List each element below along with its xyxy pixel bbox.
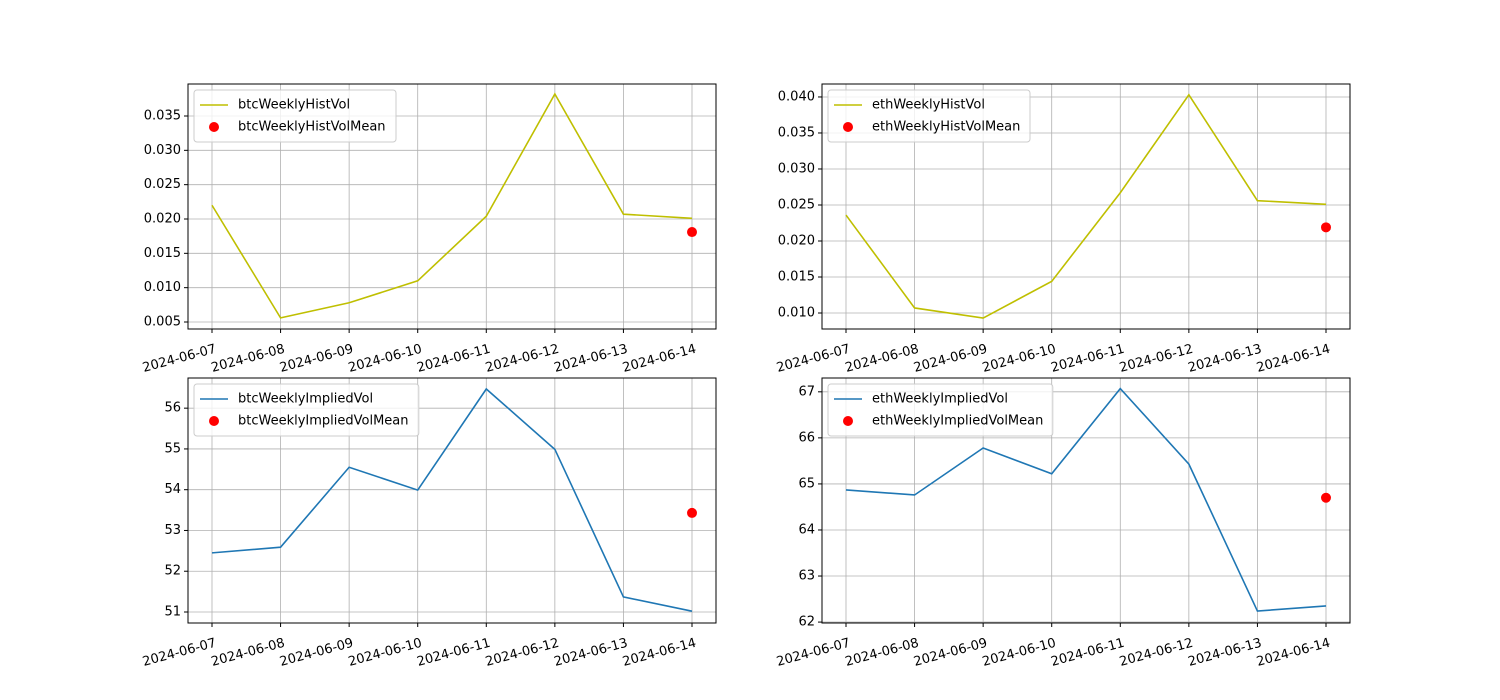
x-tick-label: 2024-06-07 xyxy=(775,636,852,670)
legend-marker xyxy=(209,122,219,132)
y-tick-label: 54 xyxy=(164,482,181,497)
plot-frame xyxy=(821,83,1351,330)
y-tick-label: 63 xyxy=(798,569,815,584)
x-tick-label: 2024-06-08 xyxy=(844,342,921,376)
y-tick-label: 51 xyxy=(164,604,181,619)
y-tick-label: 0.030 xyxy=(144,143,181,158)
x-tick-label: 2024-06-14 xyxy=(1255,342,1332,376)
x-tick-label: 2024-06-13 xyxy=(552,636,629,670)
legend-box xyxy=(827,89,1031,143)
x-tick-label: 2024-06-12 xyxy=(484,342,561,376)
x-tick-label: 2024-06-09 xyxy=(278,636,355,670)
y-tick-label: 0.025 xyxy=(778,197,815,212)
y-tick-label: 0.035 xyxy=(144,108,181,123)
x-tick-label: 2024-06-13 xyxy=(1186,342,1263,376)
mean-point xyxy=(1321,492,1331,503)
x-tick-label: 2024-06-10 xyxy=(347,342,424,376)
y-tick-label: 0.030 xyxy=(778,161,815,176)
plot-frame xyxy=(187,83,717,330)
y-tick-label: 0.025 xyxy=(144,177,181,192)
y-tick-label: 0.040 xyxy=(778,89,815,104)
x-tick-label: 2024-06-08 xyxy=(210,342,287,376)
x-tick-label: 2024-06-14 xyxy=(1255,636,1332,670)
x-tick-label: 2024-06-10 xyxy=(981,636,1058,670)
x-tick-label: 2024-06-09 xyxy=(912,636,989,670)
x-tick-label: 2024-06-14 xyxy=(621,636,698,670)
x-tick-label: 2024-06-11 xyxy=(1049,636,1126,670)
y-tick-label: 62 xyxy=(798,615,815,630)
plot-frame xyxy=(187,377,717,624)
legend-label: ethWeeklyImpliedVol xyxy=(872,392,1008,407)
x-tick-label: 2024-06-13 xyxy=(1186,636,1263,670)
legend-marker xyxy=(843,416,853,426)
y-tick-label: 65 xyxy=(798,476,815,491)
legend-marker xyxy=(209,416,219,426)
y-tick-label: 55 xyxy=(164,441,181,456)
legend-label: btcWeeklyImpliedVol xyxy=(238,392,373,407)
x-tick-label: 2024-06-07 xyxy=(775,342,852,376)
legend-marker xyxy=(843,122,853,132)
y-tick-label: 64 xyxy=(798,522,815,537)
y-tick-label: 52 xyxy=(164,564,181,579)
x-tick-label: 2024-06-08 xyxy=(844,636,921,670)
x-tick-label: 2024-06-07 xyxy=(141,636,218,670)
x-tick-label: 2024-06-12 xyxy=(1118,342,1195,376)
y-tick-label: 0.005 xyxy=(144,314,181,329)
y-tick-label: 0.020 xyxy=(144,211,181,226)
legend-box xyxy=(193,89,397,143)
legend-label: ethWeeklyHistVolMean xyxy=(872,120,1020,135)
x-tick-label: 2024-06-11 xyxy=(1049,342,1126,376)
subplot: 2024-06-072024-06-082024-06-092024-06-10… xyxy=(141,83,717,376)
x-tick-label: 2024-06-10 xyxy=(347,636,424,670)
x-tick-label: 2024-06-11 xyxy=(415,636,492,670)
x-tick-label: 2024-06-07 xyxy=(141,342,218,376)
y-tick-label: 66 xyxy=(798,430,815,445)
x-tick-label: 2024-06-09 xyxy=(912,342,989,376)
legend-box xyxy=(193,383,420,437)
y-tick-label: 67 xyxy=(798,384,815,399)
legend-label: ethWeeklyImpliedVolMean xyxy=(872,414,1043,429)
x-tick-label: 2024-06-12 xyxy=(484,636,561,670)
x-tick-label: 2024-06-11 xyxy=(415,342,492,376)
y-tick-label: 0.015 xyxy=(778,270,815,285)
x-tick-label: 2024-06-08 xyxy=(210,636,287,670)
legend-label: btcWeeklyHistVol xyxy=(238,98,350,113)
legend-box xyxy=(827,383,1054,437)
x-tick-label: 2024-06-10 xyxy=(981,342,1058,376)
y-tick-label: 0.010 xyxy=(778,306,815,321)
mean-point xyxy=(687,507,697,518)
x-tick-label: 2024-06-14 xyxy=(621,342,698,376)
mean-point xyxy=(1321,222,1331,233)
x-tick-label: 2024-06-09 xyxy=(278,342,355,376)
subplot: 2024-06-072024-06-082024-06-092024-06-10… xyxy=(775,83,1351,376)
series-line xyxy=(845,93,1327,319)
series-line xyxy=(211,92,693,319)
subplot: 2024-06-072024-06-082024-06-092024-06-10… xyxy=(141,377,717,670)
y-tick-label: 0.010 xyxy=(144,280,181,295)
mean-point xyxy=(687,227,697,238)
y-tick-label: 56 xyxy=(164,401,181,416)
plot-frame xyxy=(821,377,1351,624)
x-tick-label: 2024-06-12 xyxy=(1118,636,1195,670)
legend-label: btcWeeklyImpliedVolMean xyxy=(238,414,409,429)
y-tick-label: 53 xyxy=(164,523,181,538)
y-tick-label: 0.035 xyxy=(778,125,815,140)
legend-label: btcWeeklyHistVolMean xyxy=(238,120,386,135)
y-tick-label: 0.020 xyxy=(778,233,815,248)
subplot: 2024-06-072024-06-082024-06-092024-06-10… xyxy=(775,377,1351,670)
series-line xyxy=(845,387,1327,612)
series-line xyxy=(211,387,693,612)
y-tick-label: 0.015 xyxy=(144,246,181,261)
x-tick-label: 2024-06-13 xyxy=(552,342,629,376)
legend-label: ethWeeklyHistVol xyxy=(872,98,985,113)
